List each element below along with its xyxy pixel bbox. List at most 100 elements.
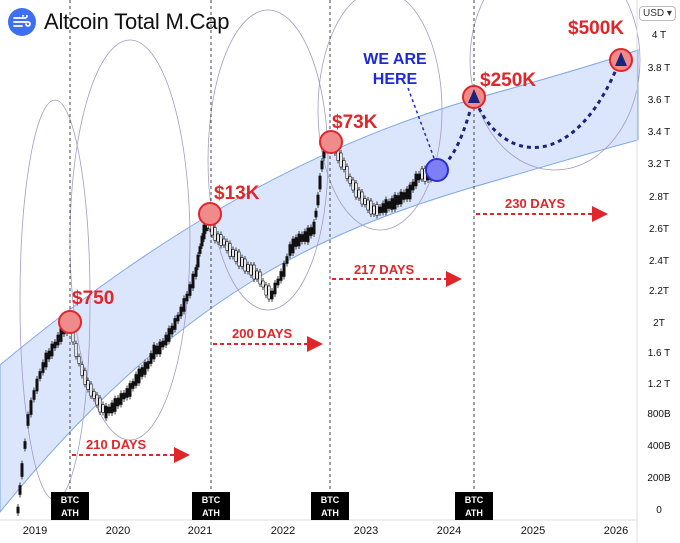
chart-title: Altcoin Total M.Cap [44,9,230,34]
candle-body [113,398,117,412]
candle-body [119,393,123,405]
title-bar: Altcoin Total M.Cap [8,8,230,36]
candle-body [417,173,421,181]
candle-body [155,345,159,355]
x-tick-label: 2021 [187,525,213,537]
candle-body [387,201,391,209]
y-tick-label: 2T [653,318,665,329]
candle-body [396,195,400,205]
candle-body [143,362,147,375]
candle-body [77,356,81,364]
candle-body [306,227,310,243]
here-line-2: HERE [372,71,418,88]
candle-body [80,364,84,376]
cycle-ellipses [19,0,641,501]
y-tick-label: 3.4 T [647,127,671,138]
candle-body [276,278,280,286]
candle-body [149,353,153,364]
projection-path [436,59,622,172]
candle-body [107,406,111,414]
peak-label-750: $750 [72,288,115,309]
ath-vertical-lines [69,0,475,492]
ath-badge-line-1: BTC [60,495,80,505]
candle-body [53,341,57,349]
candle-body [222,238,226,246]
candle-body [110,402,114,414]
candle-body [202,224,206,240]
candle-body [258,271,262,285]
we-are-here-label: WE ARE HERE [350,50,440,90]
candle-body [188,284,192,296]
candle-body [225,241,229,251]
candle-body [282,263,286,277]
x-tick-label: 2026 [603,525,629,537]
candle-body [146,361,150,369]
days-label-1: 210 DAYS [86,437,147,452]
candle-body [196,254,200,268]
candle-body [128,383,132,397]
candle-body [200,235,204,247]
candle-body [279,271,283,281]
y-tick-label: 3.6 T [647,95,671,106]
candle-body [158,341,162,355]
candle-body [210,224,214,236]
candle-body [390,198,394,210]
ath-badge-line-2: ATH [465,508,483,518]
candle-body [243,258,247,272]
candle-body [16,506,20,514]
x-tick-label: 2025 [520,525,546,537]
candle-body [20,463,24,477]
ath-badge-line-2: ATH [321,508,339,518]
candle-body [44,352,48,368]
candle-body [351,179,355,191]
btc-ath-badge: BTC ATH [192,492,230,520]
x-tick-label: 2019 [22,525,48,537]
candle-body [369,200,373,215]
candle-body [194,267,198,277]
candle-body [50,343,54,357]
ath-badge-line-1: BTC [464,495,484,505]
candle-body [134,374,138,386]
peak-label-250k: $250K [480,70,536,91]
ath-badge-line-1: BTC [320,495,340,505]
candle-body [173,318,177,330]
candle-body [342,160,346,170]
peak-label-500k: $500K [568,18,624,39]
days-label-2: 200 DAYS [232,326,293,341]
candle-body [56,334,60,346]
candle-body [285,256,289,264]
candle-body [35,378,39,392]
currency-selector[interactable]: USD ▾ [639,6,676,21]
y-tick-label: 2.6T [648,224,669,235]
candle-body [420,168,424,180]
candle-body [219,234,223,246]
candle-body [375,204,379,216]
candle-body [393,194,397,210]
candle-body [402,192,406,200]
candle-body [288,244,292,256]
candle-body [140,367,144,377]
candle-body [348,176,352,184]
candle-body [363,198,367,205]
candle-body [182,298,186,312]
candle-body [86,380,90,390]
wind-logo-icon [8,8,36,36]
candle-body [246,264,250,272]
candle-body [264,284,268,296]
candle-body [38,371,42,379]
here-pointer-line [407,87,435,159]
candle-body [231,249,235,257]
btc-ath-badge: BTC ATH [311,492,349,520]
candle-body [26,414,30,426]
candle-body [170,325,174,335]
x-tick-label: 2020 [105,525,131,537]
candle-body [300,234,304,242]
candle-body [255,270,259,280]
candle-body [228,243,232,257]
btc-ath-badge: BTC ATH [455,492,493,520]
candle-body [71,332,75,343]
candle-body [185,293,189,302]
y-tick-label: 1.2 T [647,379,671,390]
candle-body [167,328,171,342]
